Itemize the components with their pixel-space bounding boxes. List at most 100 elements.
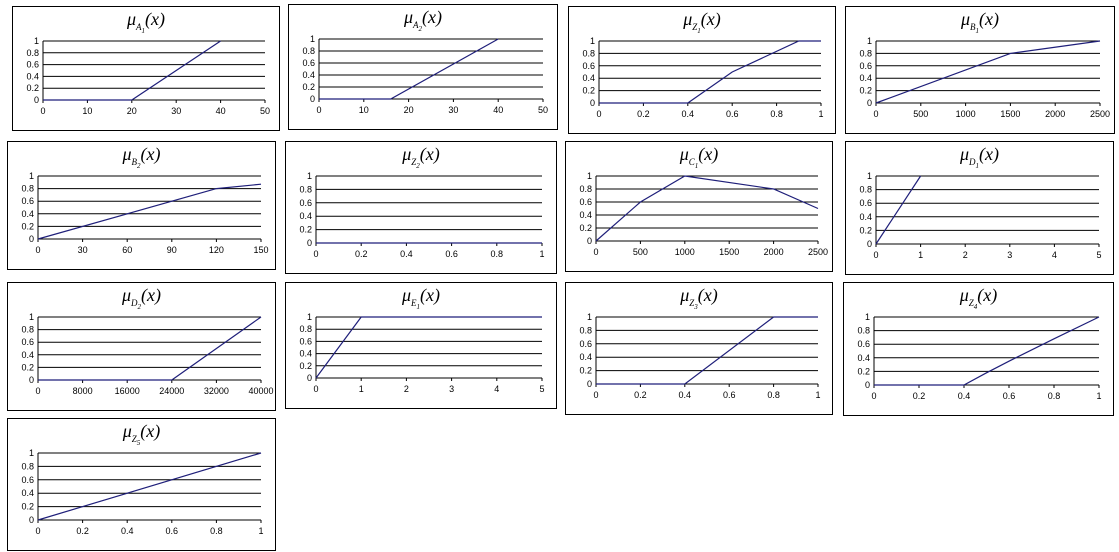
title-subscript-base: B [131,156,138,167]
x-tick-label: 0.8 [767,390,780,400]
y-tick-label: 0 [867,239,872,249]
y-tick-label: 0.6 [579,339,592,349]
x-tick-label: 90 [167,245,177,255]
x-tick-label: 0 [871,391,876,401]
y-tick-label: 0.2 [21,362,34,372]
chart-panel: μB2(x) 0 0.2 0.4 0.6 0.8 1 0 30 60 90 120 150 [7,141,276,270]
series-line [37,183,262,240]
x-tick-label: 40 [493,105,503,115]
x-tick-label: 40 [216,106,226,116]
x-tick-label: 500 [633,247,648,257]
title-subscript: Z1 [692,21,701,35]
y-tick-label: 0.8 [859,185,872,195]
y-tick-label: 0.4 [857,353,870,363]
x-tick-label: 1 [359,384,364,394]
title-symbol: μ [403,7,414,27]
title-subscript-index: 4 [973,302,978,311]
y-tick-label: 0.6 [859,61,872,71]
y-tick-label: 1 [867,171,872,181]
y-tick-label: 0.6 [859,198,872,208]
title-argument: (x) [420,285,441,305]
chart-panel: μE1(x) 0 0.2 0.4 0.6 0.8 1 0 1 2 3 4 5 [285,282,557,409]
y-tick-label: 0.6 [302,58,315,68]
plot-svg: 0 0.2 0.4 0.6 0.8 1 0 0.2 0.4 0.6 0.8 1 [299,171,544,259]
series-line [599,40,821,104]
y-tick-label: 0.2 [26,83,39,93]
title-subscript-index: 3 [694,302,698,311]
x-tick-label: 0.2 [637,109,650,119]
x-tick-label: 0 [873,109,878,119]
y-tick-label: 0.2 [859,225,872,235]
y-tick-label: 1 [307,171,312,181]
y-tick-label: 1 [587,312,592,322]
title-symbol: μ [680,285,690,305]
y-tick-label: 0.6 [26,60,39,70]
x-tick-label: 1 [818,109,823,119]
y-tick-label: 0.8 [299,324,312,334]
y-tick-label: 0.4 [582,73,595,83]
y-tick-label: 0.2 [21,502,34,512]
title-subscript-base: Z [689,297,695,308]
title-subscript: A1 [136,22,146,35]
chart-title: μB1(x) [846,9,1114,40]
chart-title: μZ3(x) [566,285,832,316]
x-tick-label: 1 [258,526,263,536]
y-tick-label: 0.2 [859,86,872,96]
y-tick-label: 0.8 [302,46,315,56]
x-tick-label: 1500 [1000,109,1020,119]
series-line [37,452,262,521]
x-tick-label: 1 [539,249,544,259]
chart-title: μZ5(x) [8,421,275,452]
x-tick-label: 50 [260,106,270,116]
x-tick-label: 50 [538,105,548,115]
series-line [874,316,1100,386]
y-tick-label: 1 [29,312,34,322]
chart-title: μD2(x) [8,285,275,316]
title-subscript-base: Z [411,156,417,167]
plot-svg: 0 0.2 0.4 0.6 0.8 1 0 30 60 90 120 150 [21,171,268,255]
chart-panel: μC1(x) 0 0.2 0.4 0.6 0.8 1 0 500 1000 1500 2000 2500 [565,141,833,272]
title-subscript: A2 [413,20,422,33]
x-tick-label: 3 [1007,250,1012,260]
chart-panel: μZ2(x) 0 0.2 0.4 0.6 0.8 1 0 0.2 0.4 0.6 0.8 1 [285,141,557,274]
y-tick-label: 0.2 [299,225,312,235]
y-tick-label: 0 [590,98,595,108]
y-tick-label: 0.6 [299,198,312,208]
x-tick-label: 0.4 [679,390,692,400]
x-tick-label: 0 [873,250,878,260]
x-tick-label: 30 [448,105,458,115]
series-line [595,175,819,242]
x-tick-label: 0.4 [682,109,695,119]
title-subscript-base: Z [692,21,698,32]
chart-panel: μZ5(x) 0 0.2 0.4 0.6 0.8 1 0 0.2 0.4 0.6 0.8 1 [7,418,276,551]
plot-svg: 00.20.40.60.810 10 20 30 40 50 [302,34,548,115]
y-tick-label: 0.8 [26,48,39,58]
plot-svg: 0 0.2 0.4 0.6 0.8 1 0 500 1000 1500 2000 2500 [859,36,1110,119]
title-subscript-base: D [969,156,976,167]
chart-panel: μZ1(x) 0 0.2 0.4 0.6 0.8 1 0 0.2 0.4 0.6 0.8 1 [568,6,836,134]
y-tick-label: 0.4 [299,349,312,359]
title-subscript-index: 1 [141,26,146,35]
title-symbol: μ [960,9,971,29]
chart-panel: μA1(x) 0 0.2 0.4 0.6 0.8 1 0 10 20 30 40 50 [12,6,280,131]
x-tick-label: 0 [35,245,40,255]
title-argument: (x) [141,285,162,305]
y-tick-label: 0.8 [21,184,34,194]
x-tick-label: 0 [313,249,318,259]
y-tick-label: 0.6 [857,339,870,349]
x-tick-label: 0 [593,247,598,257]
chart-panel: μA2(x) 0 0.2 0.4 0.6 0.8 1 0 10 20 30 40 50 [288,4,558,130]
x-tick-label: 1000 [956,109,976,119]
x-tick-label: 2000 [764,247,784,257]
x-tick-label: 0.6 [445,249,458,259]
plot-svg: 0 0.2 0.4 0.6 0.8 1 0 0.2 0.4 0.6 0.8 1 [582,36,823,119]
y-tick-label: 0.6 [21,475,34,485]
x-tick-label: 4 [494,384,499,394]
title-subscript: E1 [411,298,420,311]
x-tick-label: 10 [82,106,92,116]
y-tick-label: 0.6 [21,337,34,347]
series-line [315,316,542,379]
x-tick-label: 8000 [73,386,93,396]
y-tick-label: 0 [587,379,592,389]
x-tick-label: 500 [913,109,928,119]
